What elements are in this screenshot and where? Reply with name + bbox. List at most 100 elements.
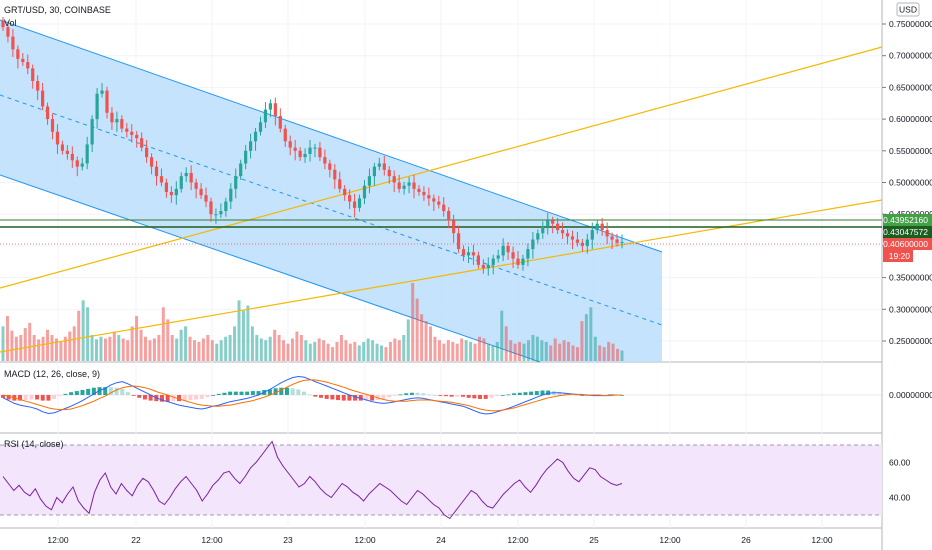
volume-bar <box>197 341 201 361</box>
volume-bar <box>509 340 513 361</box>
volume-bar <box>135 315 139 361</box>
volume-bar <box>308 343 312 361</box>
candle <box>615 239 619 243</box>
candle <box>481 264 485 269</box>
volume-bar <box>411 283 415 361</box>
candle <box>352 201 357 208</box>
candle <box>506 245 510 253</box>
time-axis: 12:00 22 12:00 23 12:00 24 12:00 25 12:00 26 12:00 <box>47 535 833 545</box>
candle <box>372 166 376 177</box>
volume-bar <box>513 343 517 361</box>
macd-hist-bar <box>313 395 318 397</box>
candle <box>526 249 530 259</box>
candle <box>432 198 436 202</box>
macd-hist-bar <box>188 395 193 401</box>
candle <box>50 119 55 132</box>
volume-bar <box>553 338 557 361</box>
candle <box>110 112 114 123</box>
candle <box>387 169 391 177</box>
macd-hist-bar <box>125 392 130 395</box>
candle <box>100 90 104 94</box>
volume-bar <box>268 336 272 361</box>
macd-hist-bar <box>74 391 79 395</box>
currency-badge[interactable]: USD <box>896 2 920 17</box>
volume-bar <box>616 348 620 361</box>
macd-hist-bar <box>495 395 500 397</box>
volume-bar <box>353 341 357 361</box>
candle <box>348 195 352 202</box>
candle <box>412 182 416 189</box>
macd-hist-bar <box>142 395 147 400</box>
candle <box>392 176 396 183</box>
macd-hist-bar <box>483 395 488 399</box>
volume-bar <box>259 338 263 361</box>
macd-hist-bar <box>6 395 11 400</box>
time-tick-label: 12:00 <box>354 535 376 545</box>
macd-hist-bar <box>97 387 102 395</box>
volume-bar <box>28 322 32 361</box>
volume-bar <box>282 340 286 361</box>
volume-bar <box>406 319 410 361</box>
volume-bar <box>593 336 597 361</box>
candle <box>313 147 317 149</box>
candle <box>486 264 490 269</box>
price-tag-level-1: 0.43952160 <box>883 214 932 226</box>
candle <box>308 147 312 154</box>
candle <box>194 182 198 189</box>
volume-bar <box>455 343 459 361</box>
macd-hist-bar <box>387 395 392 398</box>
macd-hist-bar <box>171 395 176 402</box>
volume-bar <box>215 343 219 361</box>
volume-bar <box>95 339 99 361</box>
candle <box>407 182 411 186</box>
candle <box>466 252 471 256</box>
volume-bar <box>46 329 50 361</box>
macd-hist-bar <box>421 393 426 395</box>
volume-bar <box>540 340 544 361</box>
candle <box>318 147 322 158</box>
price-tick-label: 0.50000000 <box>889 178 932 188</box>
candle <box>154 166 159 177</box>
candle <box>521 258 525 265</box>
candle <box>303 153 307 158</box>
candle <box>120 119 124 129</box>
signal-line <box>2 379 622 412</box>
rsi-band <box>0 445 882 515</box>
price-pane <box>0 17 883 363</box>
macd-hist-bar <box>1 395 5 398</box>
volume-bar <box>161 307 165 361</box>
volume-bar <box>433 336 437 361</box>
volume-bar <box>437 340 441 361</box>
macd-hist-bar <box>120 388 125 395</box>
volume-bar <box>224 336 228 361</box>
candle <box>268 103 273 110</box>
macd-hist-bar <box>540 390 545 395</box>
candle <box>219 211 223 215</box>
candle <box>115 119 119 123</box>
volume-bar <box>90 335 94 361</box>
macd-hist-bar <box>211 395 216 396</box>
macd-hist-bar <box>148 395 153 401</box>
macd-hist-bar <box>426 394 431 396</box>
price-tick-label: 0.55000000 <box>889 146 932 156</box>
volume-bar <box>68 331 72 361</box>
macd-hist-bar <box>392 395 397 396</box>
chart-title: GRT/USD, 30, COINBASE <box>4 5 111 15</box>
channel-lower-line <box>0 174 541 363</box>
volume-label: Vol <box>4 18 17 28</box>
volume-bar <box>317 338 321 361</box>
volume-bar <box>250 326 254 361</box>
candle <box>476 255 480 265</box>
candle <box>184 172 188 177</box>
volume-bar <box>388 341 392 361</box>
volume-bar <box>192 340 196 361</box>
candle <box>600 223 604 231</box>
channel-mid-line <box>0 94 663 326</box>
macd-hist-bar <box>347 395 352 401</box>
macd-hist-bar <box>194 395 199 400</box>
candle <box>70 153 74 161</box>
macd-hist-bar <box>250 391 255 395</box>
volume-bar <box>477 336 481 361</box>
volume-bar <box>286 343 290 361</box>
